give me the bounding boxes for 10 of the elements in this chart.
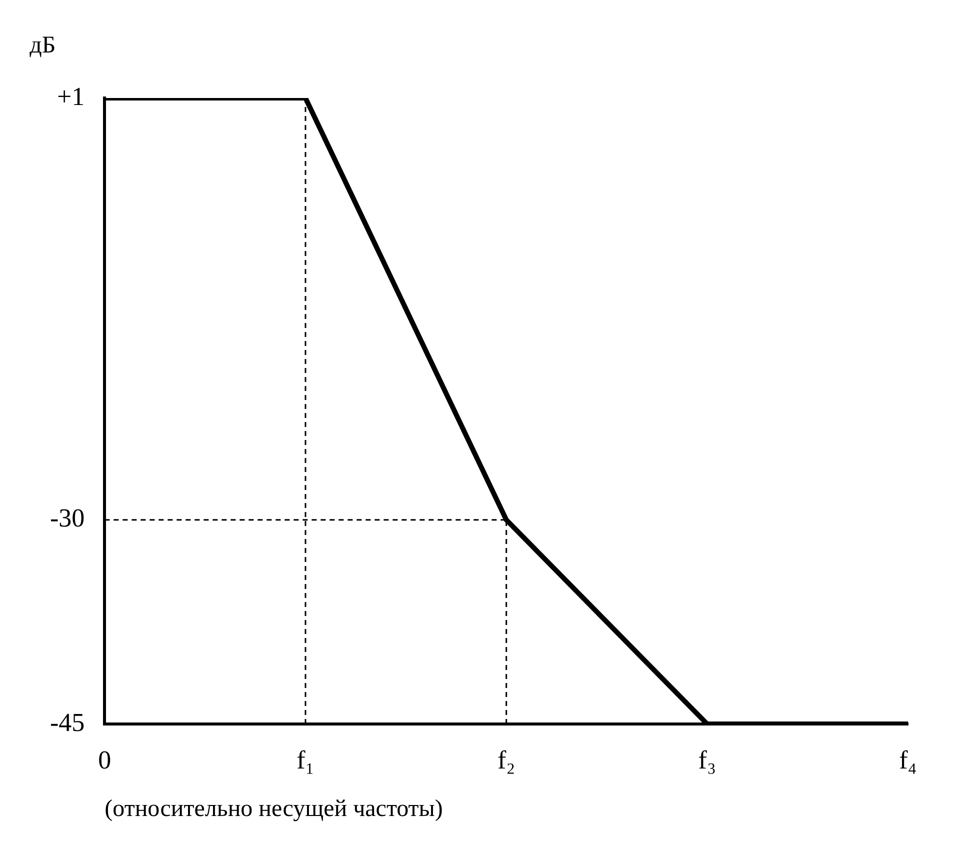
x-tick-label: f₁ xyxy=(296,745,314,774)
x-tick-label: f₄ xyxy=(899,745,917,774)
y-axis-title: дБ xyxy=(30,32,56,58)
x-tick-label: 0 xyxy=(98,745,112,774)
x-tick-label: f₂ xyxy=(497,745,516,774)
x-axis-title: (относительно несущей частоты) xyxy=(104,796,443,822)
x-tick-label: f₃ xyxy=(698,745,716,774)
y-tick-label: -30 xyxy=(50,504,85,533)
y-tick-label: +1 xyxy=(56,82,85,111)
y-tick-label: -45 xyxy=(50,708,85,737)
